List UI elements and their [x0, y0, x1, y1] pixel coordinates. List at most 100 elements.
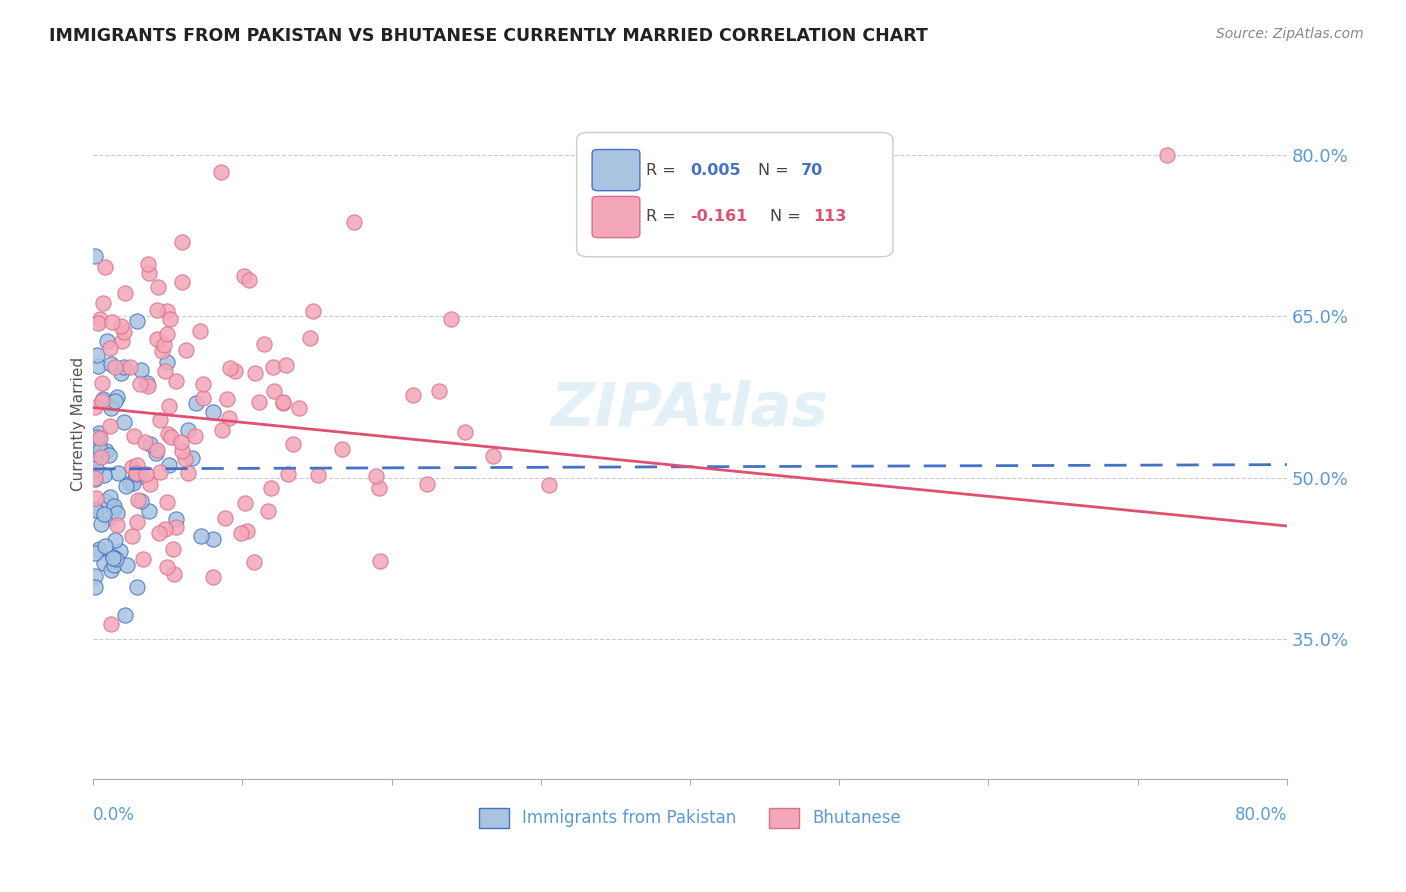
Point — [103, 500, 125, 514]
Point — [277, 467, 299, 482]
Point — [96, 334, 118, 348]
Point — [83, 580, 105, 594]
Point — [283, 436, 305, 450]
Point — [129, 494, 152, 508]
Point — [127, 516, 149, 530]
Point — [159, 312, 181, 326]
Point — [170, 434, 193, 449]
Point — [429, 384, 451, 398]
Text: R =: R = — [645, 210, 681, 225]
Point — [103, 558, 125, 572]
Point — [243, 555, 266, 569]
Point — [100, 563, 122, 577]
Point — [148, 525, 170, 540]
Point — [83, 401, 105, 415]
Point — [537, 477, 560, 491]
Point — [93, 556, 115, 570]
Point — [368, 481, 391, 495]
Point — [170, 443, 193, 458]
Point — [233, 268, 256, 283]
Text: R =: R = — [645, 162, 681, 178]
Point — [100, 401, 122, 415]
Point — [218, 410, 240, 425]
Point — [105, 551, 128, 566]
Point — [153, 522, 176, 536]
Point — [135, 376, 157, 390]
Point — [150, 343, 173, 358]
Point — [98, 341, 121, 355]
Point — [155, 304, 177, 318]
Point — [165, 520, 187, 534]
Text: N =: N = — [770, 210, 806, 225]
Point — [114, 608, 136, 623]
Point — [104, 394, 127, 409]
Point — [148, 280, 170, 294]
Point — [343, 215, 366, 229]
Point — [190, 324, 212, 338]
Point — [98, 418, 121, 433]
Point — [98, 510, 121, 524]
Point — [138, 504, 160, 518]
Point — [274, 358, 297, 372]
Point — [129, 469, 152, 483]
Point — [104, 360, 127, 375]
Point — [138, 257, 160, 271]
Point — [97, 448, 120, 462]
Point — [201, 532, 224, 546]
Point — [129, 376, 152, 391]
Point — [125, 466, 148, 480]
Point — [122, 475, 145, 490]
Point — [159, 429, 181, 443]
Point — [101, 550, 124, 565]
Text: IMMIGRANTS FROM PAKISTAN VS BHUTANESE CURRENTLY MARRIED CORRELATION CHART: IMMIGRANTS FROM PAKISTAN VS BHUTANESE CU… — [49, 27, 928, 45]
Point — [98, 490, 121, 504]
Point — [157, 458, 180, 473]
Point — [139, 437, 162, 451]
Point — [84, 461, 107, 475]
Point — [243, 366, 266, 380]
Point — [115, 558, 138, 573]
Point — [90, 393, 112, 408]
Point — [103, 502, 125, 516]
Point — [190, 529, 212, 543]
Text: Source: ZipAtlas.com: Source: ZipAtlas.com — [1216, 27, 1364, 41]
Point — [135, 467, 157, 481]
Point — [191, 376, 214, 391]
Point — [127, 492, 149, 507]
Point — [146, 332, 169, 346]
Point — [271, 396, 294, 410]
Point — [402, 387, 425, 401]
Point — [201, 405, 224, 419]
Point — [238, 272, 260, 286]
Point — [170, 235, 193, 249]
Point — [84, 491, 107, 505]
Point — [149, 413, 172, 427]
Point — [121, 460, 143, 475]
Point — [118, 475, 141, 490]
Point — [183, 429, 205, 443]
Point — [89, 442, 111, 457]
Point — [156, 560, 179, 574]
Point — [105, 518, 128, 533]
Point — [273, 394, 295, 409]
Point — [153, 364, 176, 378]
Point — [302, 304, 325, 318]
Point — [83, 503, 105, 517]
Point — [105, 390, 128, 404]
Point — [440, 312, 463, 326]
FancyBboxPatch shape — [576, 132, 893, 257]
Point — [156, 494, 179, 508]
Point — [108, 543, 131, 558]
Point — [83, 471, 105, 485]
Point — [110, 318, 132, 333]
Point — [139, 477, 162, 491]
Point — [84, 249, 107, 263]
Point — [153, 338, 176, 352]
Point — [132, 552, 155, 566]
FancyBboxPatch shape — [592, 196, 640, 237]
Point — [107, 466, 129, 480]
Point — [162, 542, 184, 557]
Point — [180, 451, 202, 466]
Point — [83, 472, 105, 486]
Point — [136, 378, 159, 392]
